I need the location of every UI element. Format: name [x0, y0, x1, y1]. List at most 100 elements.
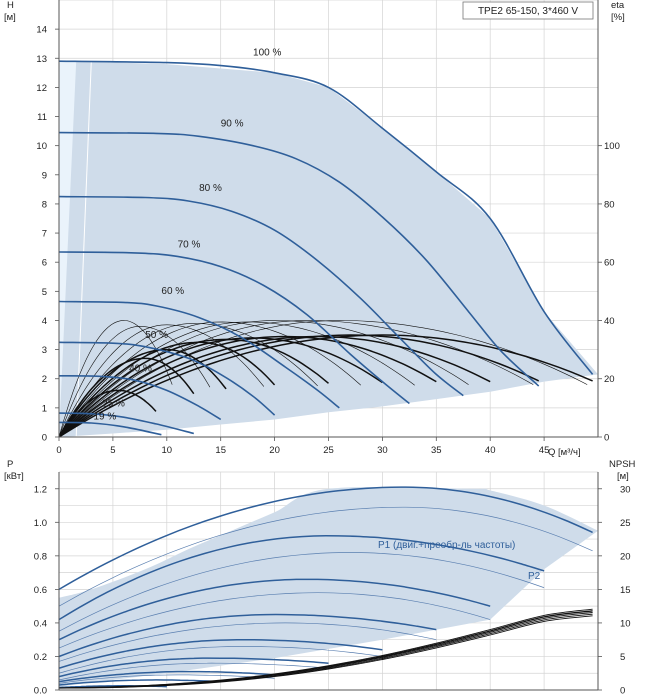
y-tick-label: 11 [37, 112, 47, 123]
p-tick-label: 1.0 [34, 518, 47, 529]
npsh-tick-label: 25 [620, 518, 631, 529]
p1-curve [58, 638, 383, 669]
x-tick-label: 10 [162, 445, 173, 456]
eta-curve [58, 337, 383, 438]
y2-tick-label: 0 [604, 433, 609, 444]
speed-label: 90 % [221, 119, 244, 130]
p2-curve [58, 646, 383, 674]
eta-curve [58, 348, 227, 438]
npsh-tick-label: 20 [620, 551, 631, 562]
p-tick-label: 0.8 [34, 551, 47, 562]
power-curves [58, 486, 593, 689]
eta-curve [58, 334, 593, 438]
y-axis-unit-h: [м] [4, 12, 16, 23]
y2-axis-unit-npsh: [м] [617, 471, 629, 482]
y-tick-label: 14 [36, 25, 47, 36]
p1-curve [58, 578, 491, 641]
y-tick-label: 13 [36, 54, 47, 65]
p1-curve [58, 613, 437, 658]
head-curves [58, 60, 594, 436]
p1-curve [58, 670, 275, 683]
x-tick-label: 20 [269, 445, 280, 456]
head-curve [58, 300, 340, 409]
eta-curve [58, 389, 157, 438]
head-curve [58, 251, 410, 405]
head-curve [58, 421, 162, 436]
p1-curve [58, 486, 593, 591]
head-curve [58, 131, 540, 387]
y-tick-label: 5 [42, 287, 47, 298]
y2-tick-label: 20 [604, 374, 615, 385]
npsh-tick-label: 10 [620, 618, 631, 629]
head-curve-labels: 100 % 90 % 80 % 70 % 60 % 50 % 40 % 25 % 19 % [93, 47, 281, 422]
y-tick-label: 1 [42, 403, 47, 414]
y-tick-label: 12 [36, 83, 47, 94]
speed-label: 19 % [93, 412, 116, 423]
speed-label: 50 % [145, 330, 168, 341]
y2-tick-label: 60 [604, 258, 615, 269]
npsh-curve [58, 608, 593, 689]
efficiency-curves [58, 320, 593, 438]
x-tick-label: 30 [377, 445, 388, 456]
p-tick-label: 0.0 [34, 686, 47, 697]
speed-label: 80 % [199, 183, 222, 194]
npsh-curves [58, 608, 593, 689]
eta-curve-thin [58, 320, 173, 438]
p1-curve [58, 657, 329, 678]
y2-axis-label-eta: eta [611, 0, 625, 11]
y-tick-label: 6 [42, 258, 47, 269]
x-tick-label: 35 [431, 445, 442, 456]
power-operating-range [59, 486, 598, 687]
model-label: TPE2 65-150, 3*460 V [478, 6, 578, 17]
y-axis-unit-p: [кВт] [4, 471, 24, 482]
p2-curve [58, 662, 329, 681]
y-tick-label: 7 [42, 229, 47, 240]
y2-tick-label: 40 [604, 316, 615, 327]
x-tick-label: 25 [323, 445, 334, 456]
p1-curve [58, 534, 545, 621]
y-tick-label: 3 [42, 345, 47, 356]
eta-curve [58, 334, 540, 438]
x-tick-label: 15 [215, 445, 226, 456]
p2-curve [58, 592, 491, 649]
npsh-tick-label: 30 [620, 484, 631, 495]
eta-curve [58, 341, 276, 438]
head-curve [58, 60, 594, 375]
eta-curve-thin [58, 325, 211, 438]
npsh-tick-label: 5 [620, 652, 625, 663]
eta-curve-thin [58, 320, 534, 438]
y2-axis-unit-eta: [%] [611, 12, 625, 23]
p2-curve [58, 622, 437, 662]
y-tick-label: 9 [42, 170, 47, 181]
npsh-curve [58, 615, 593, 689]
head-curve [58, 341, 276, 416]
y-tick-label: 4 [42, 316, 47, 327]
p2-curve [58, 506, 593, 607]
x-tick-label: 45 [539, 445, 550, 456]
eta-curve-thin [58, 324, 265, 438]
power-chart-frame [58, 472, 599, 691]
y2-axis-label-npsh: NPSH [609, 459, 636, 470]
x-tick-label: 5 [110, 445, 115, 456]
npsh-tick-label: 0 [620, 686, 625, 697]
p2-label: P2 [528, 571, 541, 582]
x-axis-label: Q [м³/ч] [548, 447, 581, 458]
speed-label: 60 % [161, 286, 184, 297]
p2-curve [58, 552, 545, 632]
p1-label: P1 (двиг.+преобр-ль частоты) [378, 539, 515, 551]
eta-curve [58, 335, 437, 438]
x-tick-label: 0 [56, 445, 61, 456]
x-tick-label: 40 [485, 445, 496, 456]
p2-curve [58, 674, 275, 684]
head-curve [58, 375, 222, 421]
p-tick-label: 0.2 [34, 652, 47, 663]
y-tick-label: 2 [42, 374, 47, 385]
eta-curve [58, 357, 195, 438]
p-tick-label: 1.2 [34, 484, 47, 495]
y-tick-label: 0 [42, 433, 47, 444]
y-axis-label-h: H [7, 0, 14, 11]
model-box: TPE2 65-150, 3*460 V [462, 1, 594, 20]
y-tick-label: 10 [36, 141, 47, 152]
